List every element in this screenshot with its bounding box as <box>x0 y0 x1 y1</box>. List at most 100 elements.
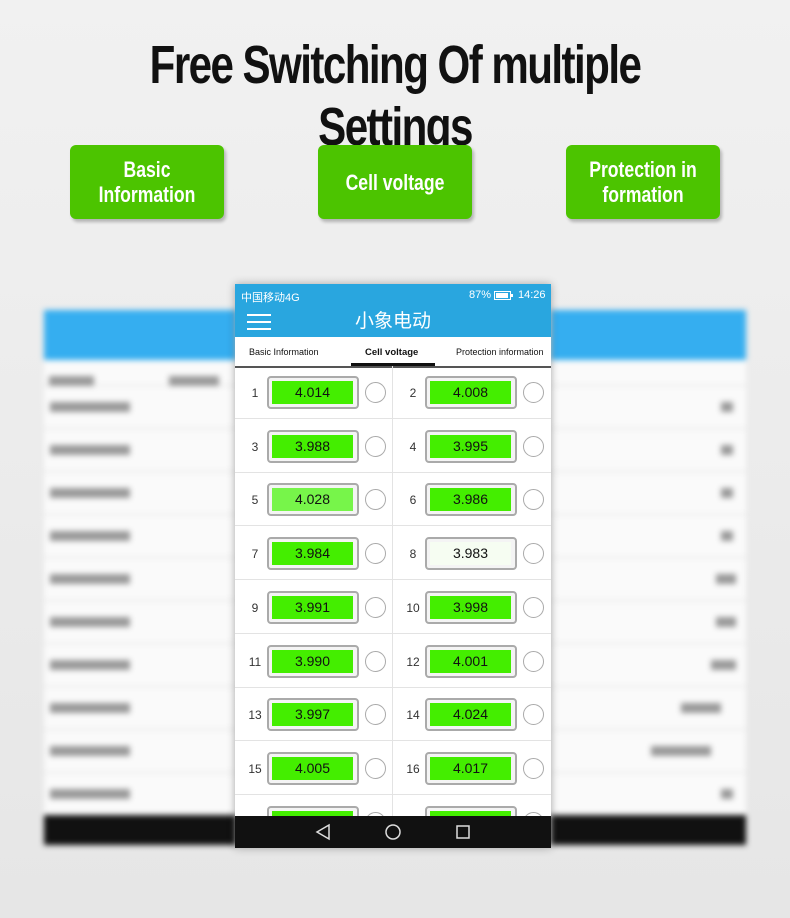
cell-box: 3.997 <box>267 698 359 732</box>
radio-button[interactable] <box>365 704 386 726</box>
cell-voltage: 4.001 <box>430 649 511 673</box>
cell: 3.990 11 <box>235 635 393 688</box>
cell: 3.998 10 <box>393 581 551 634</box>
cell-box: 3.991 <box>267 590 359 624</box>
home-button[interactable] <box>385 824 401 840</box>
cell-box: 4.024 <box>425 698 517 732</box>
tab[interactable]: Cell voltage <box>365 347 419 358</box>
cell-index: 2 <box>409 386 417 400</box>
nav-bar <box>235 816 551 848</box>
cell-voltage: 3.991 <box>272 595 353 619</box>
cell-index: 14 <box>406 708 420 723</box>
radio-button[interactable] <box>365 650 386 672</box>
radio-button[interactable] <box>523 435 544 457</box>
phone-screen: 中国移动4G 87% 14:26 小象电动 Basic Information C… <box>235 284 551 848</box>
cell-index: 3 <box>251 439 259 454</box>
radio-button[interactable] <box>523 757 544 779</box>
cell-voltage: 4.024 <box>430 703 511 727</box>
cell-index: 13 <box>248 708 262 723</box>
cell: 4.014 1 <box>235 366 393 419</box>
status-bar: 中国移动4G 87% 14:26 <box>235 284 551 306</box>
cell-index: 9 <box>251 600 259 615</box>
cell-grid: 4.014 1 4.008 2 3.988 3 3.995 4 4.028 5 3.986 6 3.98… <box>235 366 551 848</box>
cell: 4.017 16 <box>393 742 551 795</box>
cell-voltage: 3.988 <box>272 434 353 458</box>
cell-voltage: 4.014 <box>272 381 353 404</box>
clock: 14:26 <box>518 289 546 301</box>
cell-box: 3.995 <box>425 429 517 463</box>
feature-button: Protection in formation <box>566 145 720 219</box>
radio-button[interactable] <box>523 704 544 726</box>
radio-button[interactable] <box>365 489 386 511</box>
radio-button[interactable] <box>365 757 386 779</box>
tab[interactable]: Protection information <box>456 347 544 357</box>
radio-button[interactable] <box>365 543 386 565</box>
cell-voltage: 3.997 <box>272 703 353 727</box>
cell-index: 15 <box>248 761 262 776</box>
back-button[interactable] <box>315 823 330 841</box>
radio-button[interactable] <box>365 596 386 618</box>
cell-index: 4 <box>409 439 417 454</box>
cell-box: 4.028 <box>267 483 359 517</box>
cell: 4.008 2 <box>393 366 551 419</box>
radio-button[interactable] <box>523 650 544 672</box>
headline: Free Switching Of multiple Settings <box>149 35 642 157</box>
cell-voltage: 3.990 <box>272 649 353 673</box>
cell-voltage: 4.005 <box>272 756 353 780</box>
cell-box: 3.984 <box>267 537 359 571</box>
feature-button: Basic Information <box>70 145 224 219</box>
radio-button[interactable] <box>523 543 544 565</box>
cell-index: 10 <box>406 600 420 615</box>
cell-box: 4.008 <box>425 376 517 409</box>
recent-button[interactable] <box>456 825 470 839</box>
cell-index: 1 <box>251 386 259 400</box>
cell-voltage: 3.995 <box>430 434 511 458</box>
cell: 3.991 9 <box>235 581 393 634</box>
cell: 4.024 14 <box>393 688 551 742</box>
cell-box: 3.990 <box>267 644 359 678</box>
radio-button[interactable] <box>523 596 544 618</box>
tab[interactable]: Basic Information <box>249 347 319 357</box>
cell-index: 7 <box>251 547 259 562</box>
cell-index: 8 <box>409 547 417 562</box>
radio-button[interactable] <box>523 489 544 511</box>
cell: 3.988 3 <box>235 420 393 473</box>
cell-voltage: 3.983 <box>430 542 511 566</box>
battery: 87% <box>469 289 492 301</box>
cell-box: 3.988 <box>267 429 359 463</box>
button-label: Basic Information <box>98 157 196 207</box>
cell-voltage: 4.028 <box>272 488 353 512</box>
cell: 4.001 12 <box>393 635 551 688</box>
radio-button[interactable] <box>523 382 544 403</box>
cell: 4.005 15 <box>235 742 393 795</box>
radio-button[interactable] <box>365 382 386 403</box>
battery-icon <box>494 291 513 300</box>
cell-box: 4.017 <box>425 751 517 785</box>
radio-button[interactable] <box>365 435 386 457</box>
cell-box: 4.001 <box>425 644 517 678</box>
cell-box: 3.998 <box>425 590 517 624</box>
app-title: 小象电动 <box>354 311 431 332</box>
cell-voltage: 4.008 <box>430 381 511 404</box>
cell-box: 4.005 <box>267 751 359 785</box>
app-header: 小象电动 <box>235 306 551 337</box>
feature-button: Cell voltage <box>318 145 472 219</box>
cell: 3.995 4 <box>393 420 551 473</box>
background-screen <box>551 310 746 845</box>
cell: 3.984 7 <box>235 527 393 581</box>
cell-index: 6 <box>409 493 417 508</box>
cell-index: 12 <box>406 654 420 669</box>
cell: 3.983 8 <box>393 527 551 581</box>
tab-indicator <box>351 363 435 366</box>
cell-box: 4.014 <box>267 376 359 409</box>
carrier: 中国移动4G <box>241 292 300 304</box>
cell-voltage: 3.998 <box>430 595 511 619</box>
menu-icon[interactable] <box>247 314 271 330</box>
cell-box: 3.983 <box>425 537 517 571</box>
cell-index: 11 <box>248 654 262 669</box>
cell: 3.986 6 <box>393 473 551 527</box>
cell-index: 5 <box>251 493 259 508</box>
tab-bar: Basic Information Cell voltage Protection … <box>235 337 551 368</box>
cell-voltage: 4.017 <box>430 756 511 780</box>
cell: 4.028 5 <box>235 473 393 527</box>
